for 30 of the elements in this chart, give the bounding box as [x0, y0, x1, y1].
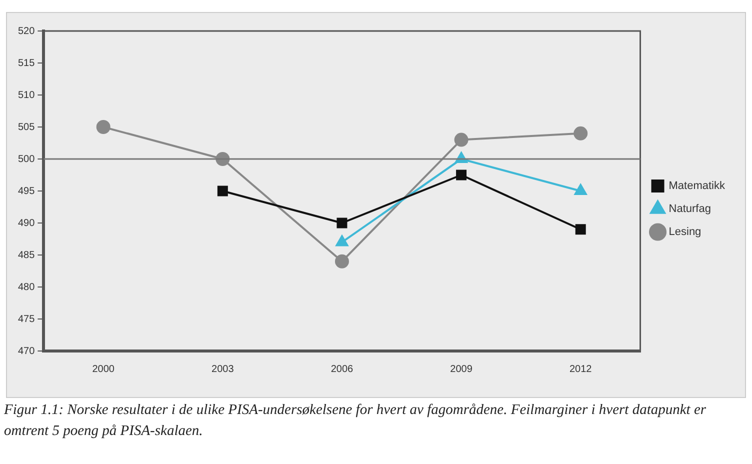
point — [334, 254, 349, 268]
legend-label: Lesing — [668, 226, 702, 238]
point — [336, 218, 348, 228]
point — [575, 224, 586, 235]
text: Figur 1.1: Norske resultater i de ulike PISA-undersøkelsene for hvert av fagområdene. Feilmarginer i hvert datapunkt er omtrent 5 poeng på PISA-skalaen. — [4, 401, 708, 441]
x-tick-label: 2012 — [569, 364, 592, 375]
y-tick-label: 510 — [18, 90, 36, 101]
y-tick-label: 480 — [18, 282, 36, 293]
x-tick-label: 2000 — [92, 364, 115, 375]
point — [574, 126, 588, 140]
y-tick-label: 515 — [18, 58, 36, 69]
point — [574, 184, 587, 195]
x-tick-label: 2009 — [450, 364, 473, 375]
legend-label: Matematikk — [668, 180, 726, 192]
y-tick-label: 520 — [18, 26, 36, 37]
y-tick-label: 505 — [18, 122, 36, 133]
y-tick-label: 485 — [18, 250, 36, 261]
y-tick-label: 475 — [18, 314, 36, 325]
y-tick-label: 495 — [18, 186, 36, 197]
point — [454, 132, 468, 147]
y-tick-label: 470 — [18, 346, 36, 357]
y-tick-label: 500 — [18, 154, 36, 165]
legend-label: Naturfag — [668, 203, 711, 216]
y-tick-label: 490 — [18, 218, 36, 229]
x-tick-label: 2003 — [212, 364, 234, 375]
point — [336, 235, 348, 246]
point — [96, 120, 110, 134]
point — [217, 186, 228, 196]
x-tick-label: 2006 — [330, 364, 354, 375]
point — [456, 170, 467, 180]
